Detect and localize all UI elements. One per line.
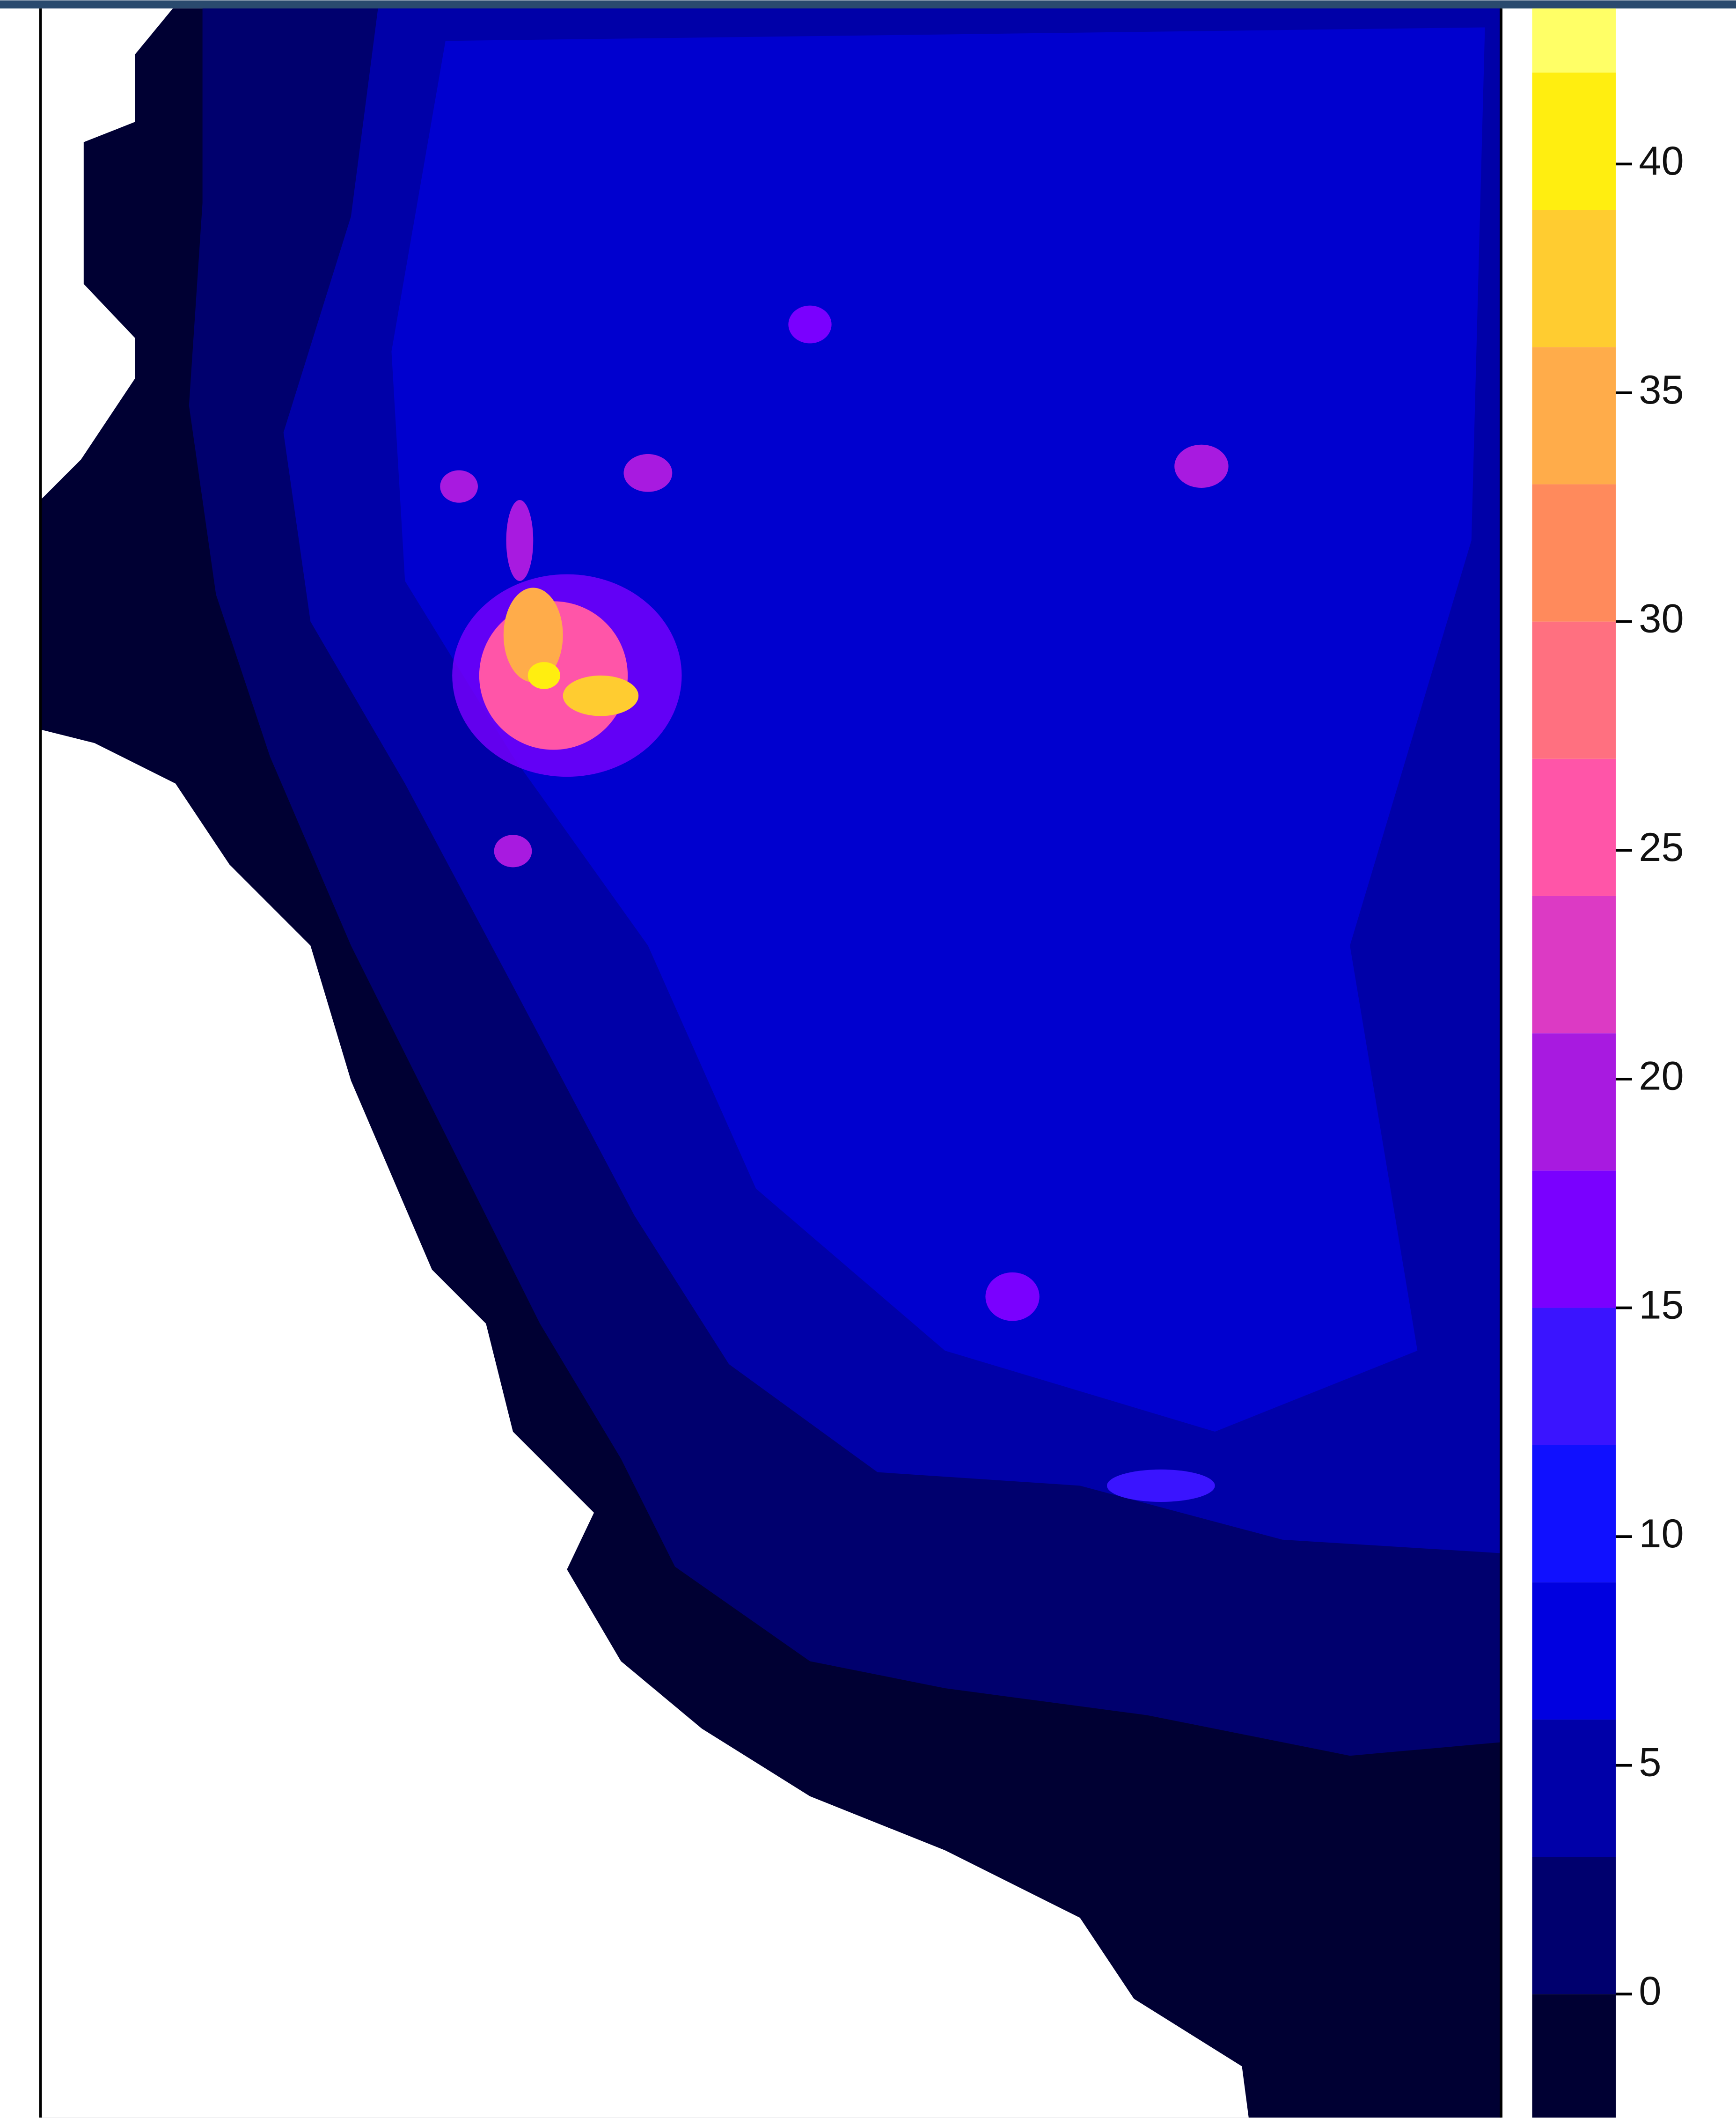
hotspot-small [1174, 444, 1229, 488]
colorbar-band [1532, 1994, 1616, 2118]
hotspot-small [440, 470, 478, 503]
colorbar-band [1532, 1719, 1616, 1857]
hotspot-arm [506, 500, 534, 581]
interior-high [391, 27, 1485, 1432]
colorbar-tick-label: 10 [1639, 1511, 1684, 1556]
colorbar: 0 5 10 15 20 25 30 35 40 [1532, 8, 1684, 2118]
window-header [0, 0, 1736, 9]
hotspot-peak [527, 662, 560, 689]
hotspot-small [788, 305, 832, 344]
hotspot-small [494, 835, 532, 868]
colorbar-band [1532, 484, 1616, 622]
hotspot-small [623, 454, 673, 492]
sea-north [40, 8, 173, 500]
colorbar-band [1532, 896, 1616, 1034]
colorbar-tick-label: 15 [1639, 1282, 1684, 1327]
colorbar-band [1532, 758, 1616, 896]
sea-south [40, 729, 1249, 2118]
hotspots [440, 305, 1229, 1502]
colorbar-band [1532, 72, 1616, 210]
colorbar-band [1532, 1445, 1616, 1582]
hotspot-core [563, 675, 639, 716]
colorbar-tick-label: 40 [1639, 139, 1684, 184]
colorbar-band [1532, 210, 1616, 347]
colorbar-tick-label: 35 [1639, 368, 1684, 412]
colorbar-band [1532, 1308, 1616, 1445]
map [39, 8, 1503, 2118]
colorbar-band [1532, 1170, 1616, 1308]
colorbar-band [1532, 8, 1616, 73]
colorbar-tick-label: 0 [1639, 1969, 1661, 2014]
colorbar-tick-label: 30 [1639, 596, 1684, 641]
colorbar-band [1532, 621, 1616, 759]
hotspot-small [985, 1272, 1040, 1321]
colorbar-band [1532, 347, 1616, 485]
colorbar-band [1532, 1582, 1616, 1720]
colorbar-band [1532, 1033, 1616, 1171]
hotspot-core [503, 588, 563, 683]
colorbar-tick-label: 5 [1639, 1740, 1661, 1785]
colorbar-tick-label: 20 [1639, 1054, 1684, 1099]
colorbar-tick-label: 25 [1639, 825, 1684, 870]
hotspot-small [1106, 1469, 1215, 1502]
colorbar-band [1532, 1857, 1616, 1994]
